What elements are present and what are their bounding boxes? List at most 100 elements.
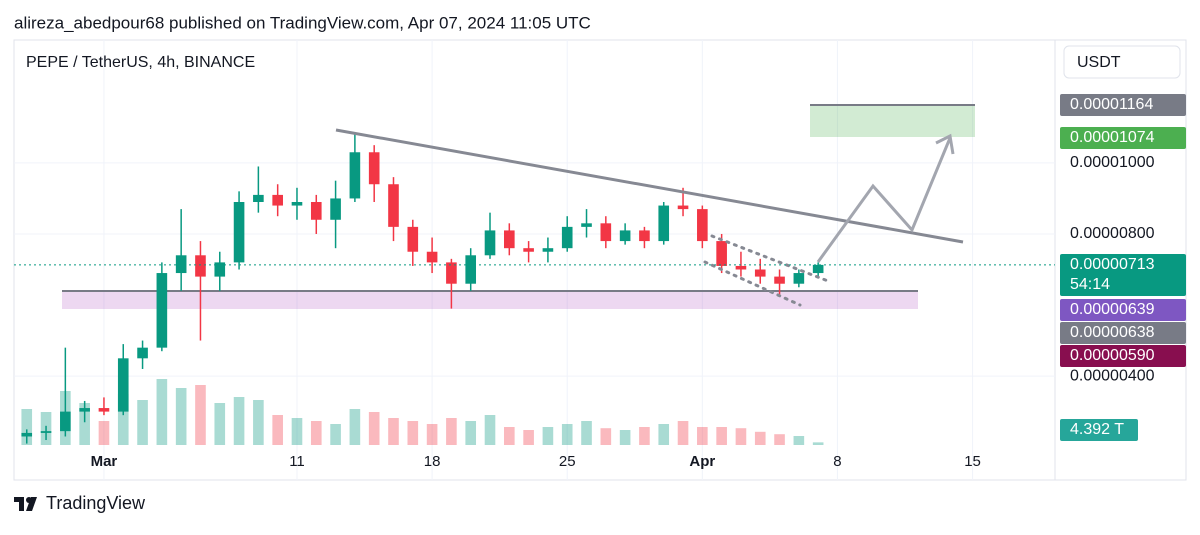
volume-bar xyxy=(600,428,612,445)
candle-body xyxy=(754,269,766,277)
candle-body xyxy=(407,226,419,252)
candle-body xyxy=(40,431,52,433)
candle-body xyxy=(175,255,187,274)
volume-bar xyxy=(484,415,496,445)
volume-bar xyxy=(793,436,805,445)
candle-body xyxy=(793,273,805,284)
candle-body xyxy=(388,184,399,227)
channel-line xyxy=(703,260,802,307)
x-tick-label: Mar xyxy=(91,453,118,470)
candle-body xyxy=(581,223,592,227)
publish-header: alireza_abedpour68 published on TradingV… xyxy=(14,13,591,32)
volume-bar xyxy=(446,418,457,445)
candle-body xyxy=(812,264,824,274)
candle-body xyxy=(465,255,477,284)
candle-body xyxy=(21,432,33,437)
candle-body xyxy=(349,152,361,199)
candle-body xyxy=(484,230,496,256)
trend-line xyxy=(335,128,964,244)
candle-body xyxy=(504,230,515,249)
volume-bar xyxy=(291,418,303,445)
x-tick-label: 25 xyxy=(559,453,576,470)
currency-label[interactable]: USDT xyxy=(1077,54,1121,71)
candle-body xyxy=(426,251,438,263)
volume-bar xyxy=(156,379,168,445)
volume-bar xyxy=(310,421,322,445)
chart-title: PEPE / TetherUS, 4h, BINANCE xyxy=(26,54,255,71)
candle-body xyxy=(716,241,727,266)
candle-body xyxy=(697,209,708,242)
volume-bar xyxy=(21,409,33,445)
projection-arrowhead xyxy=(935,133,955,155)
price-label: 0.00001164 xyxy=(1070,96,1153,113)
volume-bar xyxy=(272,415,283,445)
price-labels: 0.00001164 0.00001074 0.00000713 54:14 0.000… xyxy=(1060,94,1186,441)
candle-body xyxy=(195,255,206,277)
price-label: 0.00000638 xyxy=(1070,324,1155,341)
volume-bar xyxy=(561,424,573,445)
volume-bar xyxy=(504,427,515,445)
currency-button[interactable] xyxy=(1063,45,1181,79)
candle-body xyxy=(368,152,380,185)
candle-body xyxy=(619,230,631,242)
price-label-box xyxy=(1060,322,1186,344)
projection-path xyxy=(816,137,952,263)
price-label: 0.00000590 xyxy=(1070,347,1155,364)
candle-body xyxy=(98,408,110,412)
volume-bar xyxy=(581,421,592,445)
target-zone xyxy=(810,105,975,137)
candle-body xyxy=(291,202,303,206)
bar-countdown: 54:14 xyxy=(1070,276,1110,293)
volume-bar xyxy=(542,427,554,445)
volume-label: 4.392 T xyxy=(1070,421,1124,438)
x-tick-label: 11 xyxy=(289,453,305,470)
volume-bar xyxy=(812,442,824,445)
candle-body xyxy=(272,194,283,206)
volume-bar xyxy=(98,421,110,445)
volume-bar xyxy=(368,412,380,445)
candle-body xyxy=(253,194,264,202)
volume-bar xyxy=(175,388,187,445)
volume-bar xyxy=(465,421,477,445)
candle-body xyxy=(735,265,747,270)
x-tick-label: Apr xyxy=(689,453,715,470)
volume-bar xyxy=(233,397,245,445)
y-tick-label: 0.00000800 xyxy=(1070,225,1155,242)
price-label: 0.00000713 xyxy=(1070,256,1155,273)
volume-bar xyxy=(677,421,689,445)
volume-bar xyxy=(639,427,650,445)
grid xyxy=(14,40,1055,480)
price-label-box xyxy=(1060,94,1186,116)
volume-bar xyxy=(137,400,148,445)
candle-body xyxy=(774,276,785,284)
candle-body xyxy=(446,262,457,284)
volume-bar xyxy=(735,428,747,445)
brand-icon xyxy=(14,497,37,511)
candle-body xyxy=(600,223,612,242)
candles xyxy=(21,132,824,444)
candle-body xyxy=(233,202,245,263)
x-tick-label: 15 xyxy=(964,453,981,470)
candle-body xyxy=(561,226,573,249)
volume-bar xyxy=(349,409,361,445)
volume-bar xyxy=(774,434,785,445)
candle-body xyxy=(117,358,129,412)
price-label-box xyxy=(1060,299,1186,321)
x-tick-label: 8 xyxy=(833,453,841,470)
candle-body xyxy=(523,248,534,252)
volume-bar xyxy=(716,427,727,445)
volume-bar xyxy=(697,427,708,445)
support-zone xyxy=(62,291,918,309)
price-label-box xyxy=(1060,127,1186,149)
volume-layer xyxy=(21,379,824,445)
channel-line xyxy=(710,234,830,283)
volume-bar xyxy=(195,385,206,445)
candle-body xyxy=(156,273,168,348)
volume-bar xyxy=(117,394,129,445)
price-label-box xyxy=(1060,345,1186,367)
candle-body xyxy=(60,411,71,432)
candle-body xyxy=(214,262,226,277)
volume-bar xyxy=(330,424,341,445)
volume-bar xyxy=(523,430,534,445)
